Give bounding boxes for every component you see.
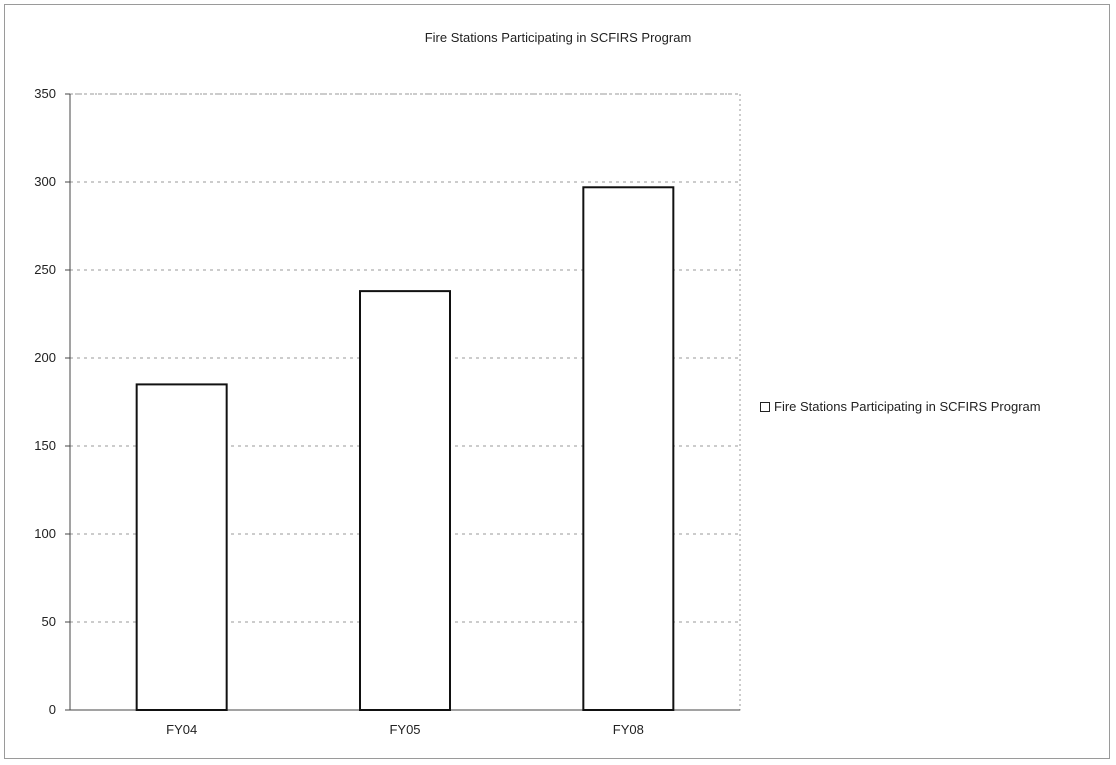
legend-label: Fire Stations Participating in SCFIRS Pr… (774, 399, 1041, 414)
y-tick-label: 200 (34, 350, 56, 365)
x-tick-label: FY08 (613, 722, 644, 737)
x-tick-label: FY05 (389, 722, 420, 737)
bars (135, 186, 675, 711)
bar-fy04 (135, 383, 228, 711)
chart-title: Fire Stations Participating in SCFIRS Pr… (424, 30, 692, 45)
bar-fy08 (582, 186, 675, 711)
y-tick-label: 50 (42, 614, 56, 629)
bar-fy05 (359, 290, 451, 711)
y-tick-label: 350 (34, 86, 56, 101)
y-tick-label: 100 (34, 526, 56, 541)
y-tick-label: 0 (49, 702, 56, 717)
y-tick-label: 250 (34, 262, 56, 277)
legend: Fire Stations Participating in SCFIRS Pr… (760, 399, 1041, 414)
x-tick-label: FY04 (166, 722, 197, 737)
y-tick-label: 300 (34, 174, 56, 189)
chart-frame (4, 4, 1110, 759)
legend-swatch (760, 401, 770, 412)
tick-labels: 0 50 100 150 200 250 300 350 FY04 FY05 FY08 (34, 86, 644, 737)
y-tick-label: 150 (34, 438, 56, 453)
